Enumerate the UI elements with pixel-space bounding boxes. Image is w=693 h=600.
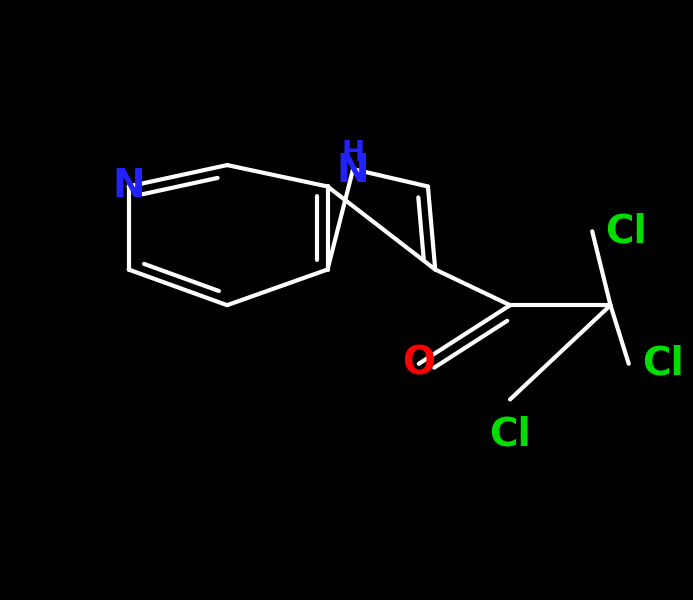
Text: Cl: Cl xyxy=(606,212,647,250)
Text: O: O xyxy=(403,345,435,383)
Text: N: N xyxy=(337,152,369,190)
Text: Cl: Cl xyxy=(489,415,531,453)
Text: N: N xyxy=(112,167,145,205)
Text: H: H xyxy=(342,139,365,167)
Text: Cl: Cl xyxy=(642,345,683,383)
